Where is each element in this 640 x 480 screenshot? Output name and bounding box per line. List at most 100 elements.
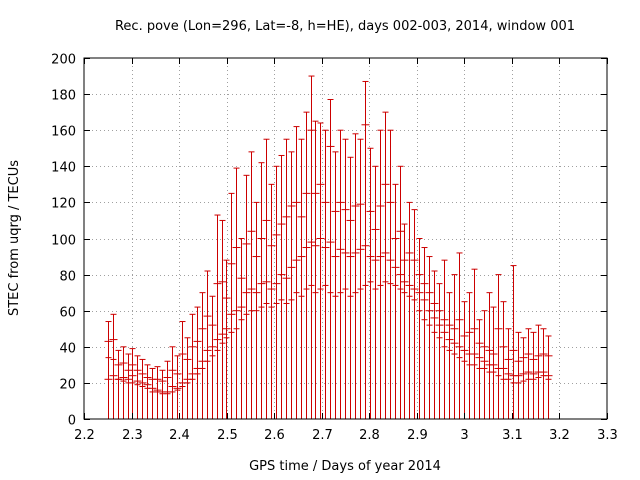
error-bar-point [386, 129, 395, 419]
error-bar-point [242, 174, 251, 419]
error-bar-point [173, 355, 182, 419]
error-bar-point [366, 147, 375, 419]
y-axis-label: STEC from uqrg / TECUs [7, 160, 22, 316]
error-bar-point [222, 259, 231, 419]
error-bar-point [119, 346, 128, 419]
error-bar-point [346, 156, 355, 419]
y-tick-label: 40 [59, 342, 76, 357]
x-tick-label: 2.2 [74, 428, 95, 443]
error-bar-point [267, 183, 276, 419]
error-bar-point [356, 138, 365, 419]
error-bar-point [262, 138, 271, 419]
error-bar-point [153, 366, 162, 419]
y-tick-label: 180 [51, 89, 76, 104]
x-tick-label: 3.3 [597, 428, 618, 443]
error-bar-point [376, 129, 385, 419]
y-tick-label: 80 [59, 270, 76, 285]
error-bar-point [124, 353, 133, 419]
error-bar-point [341, 138, 350, 419]
error-bar-point [544, 335, 553, 419]
error-bar-point [381, 111, 390, 419]
x-tick-label: 3 [460, 428, 468, 443]
error-bar-point [178, 321, 187, 419]
error-bar-point [114, 349, 123, 419]
error-bar-point [480, 310, 489, 419]
error-bar-point [321, 129, 330, 419]
error-bar-point [445, 292, 454, 419]
error-bar-point [514, 331, 523, 419]
x-tick-label: 2.7 [312, 428, 333, 443]
error-bar-point [104, 321, 113, 419]
error-bars [104, 75, 553, 419]
error-bar-point [128, 348, 137, 419]
error-bar-point [272, 165, 281, 419]
error-bar-point [282, 138, 291, 419]
error-bar-point [519, 337, 528, 419]
y-tick-label: 100 [51, 234, 76, 249]
error-bar-point [534, 324, 543, 419]
error-bar-point [351, 133, 360, 419]
error-bar-point [470, 268, 479, 419]
error-bar-point [183, 337, 192, 419]
error-bar-point [232, 167, 241, 419]
error-bar-point [316, 122, 325, 419]
error-bar-point [138, 358, 147, 419]
error-bar-point [287, 151, 296, 419]
error-bar-point [539, 328, 548, 419]
x-axis-label: GPS time / Days of year 2014 [249, 459, 441, 474]
error-bar-point [331, 151, 340, 419]
error-bar-point [168, 346, 177, 419]
error-bar-point [109, 313, 118, 419]
error-bar-point [420, 247, 429, 419]
error-bar-point [524, 328, 533, 419]
x-tick-label: 3.1 [502, 428, 523, 443]
error-bar-point [257, 162, 266, 419]
error-bar-point [371, 165, 380, 419]
error-bar-point [504, 328, 513, 419]
error-bar-point [252, 201, 261, 419]
error-bar-point [430, 270, 439, 419]
x-tick-label: 2.6 [264, 428, 285, 443]
x-tick-label: 2.5 [217, 428, 238, 443]
error-bar-point [410, 209, 419, 419]
x-tick-label: 2.8 [359, 428, 380, 443]
error-bar-point [391, 183, 400, 419]
error-bar-point [218, 219, 227, 419]
error-bar-point [208, 295, 217, 419]
error-bar-point [311, 120, 320, 419]
error-bar-point [529, 331, 538, 419]
error-bar-point [292, 126, 301, 419]
error-bar-point [297, 138, 306, 419]
error-bar-point [302, 111, 311, 419]
y-tick-label: 140 [51, 161, 76, 176]
x-axis: 2.2 2.3 2.4 2.5 2.6 2.7 2.8 2.9 3 3.1 3.2 3.3 [74, 58, 618, 443]
error-bar-point [198, 292, 207, 419]
plot-frame [83, 57, 608, 420]
error-bar-point [435, 283, 444, 419]
error-bar-point [499, 301, 508, 419]
y-axis: 0 20 40 60 80 100 120 140 160 180 200 [51, 53, 607, 429]
error-bar-point [237, 238, 246, 419]
x-tick-label: 2.9 [407, 428, 428, 443]
error-bar-point [188, 313, 197, 419]
error-bar-point [203, 270, 212, 419]
error-bar-point [227, 192, 236, 419]
error-bar-point [475, 319, 484, 419]
y-tick-label: 0 [68, 414, 76, 429]
error-bar-point [277, 154, 286, 419]
error-bar-point [450, 274, 459, 419]
error-bar-point [396, 165, 405, 419]
y-tick-label: 200 [51, 53, 76, 68]
y-tick-label: 20 [59, 378, 76, 393]
error-bar-point [163, 360, 172, 419]
error-bar-point [213, 214, 222, 419]
chart-title: Rec. pove (Lon=296, Lat=-8, h=HE), days … [115, 19, 575, 34]
y-tick-label: 60 [59, 306, 76, 321]
error-bar-point [460, 301, 469, 419]
error-bar-point [425, 256, 434, 419]
error-bar-point [336, 129, 345, 419]
error-bar-point [455, 252, 464, 419]
error-bar-point [193, 306, 202, 419]
error-bar-point [415, 238, 424, 419]
